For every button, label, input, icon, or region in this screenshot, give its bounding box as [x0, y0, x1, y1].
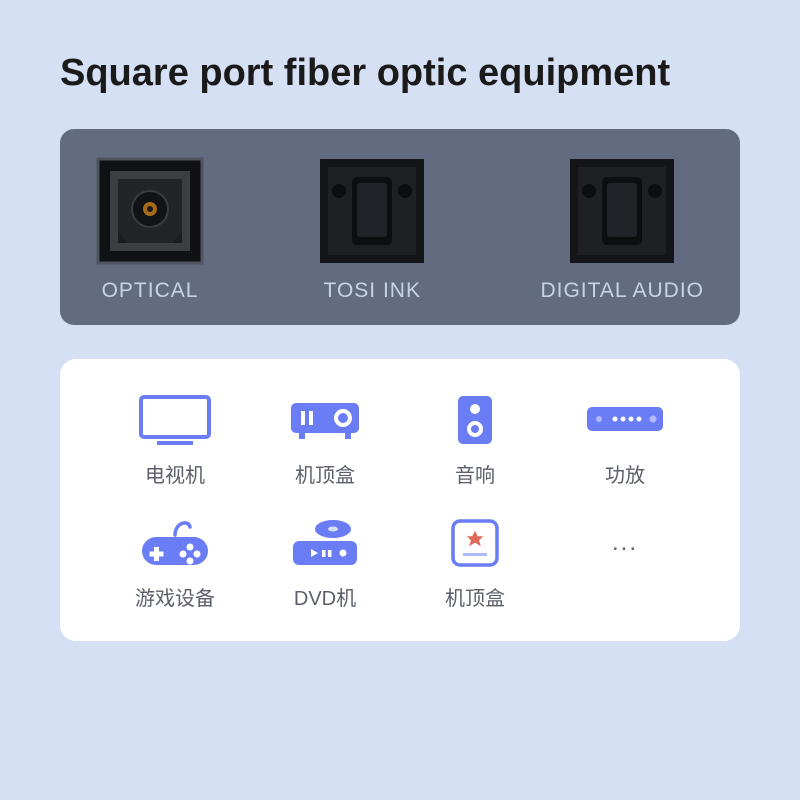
optical-port-icon: [96, 157, 204, 265]
device-cell: DVD机: [250, 518, 400, 611]
port-item: DIGITAL AUDIO: [540, 157, 704, 303]
device-label: 功放: [605, 459, 645, 488]
more-icon: ...: [612, 518, 638, 568]
port-item: TOSI INK: [318, 157, 426, 303]
device-label: DVD机: [294, 582, 356, 611]
port-item: OPTICAL: [96, 157, 204, 303]
devices-panel: 电视机 机顶盒: [60, 359, 740, 641]
ports-panel: OPTICAL TOSI INK: [60, 129, 740, 325]
device-label: 机顶盒: [445, 582, 505, 611]
device-cell: 机顶盒: [250, 395, 400, 488]
page-title: Square port fiber optic equipment: [60, 52, 740, 95]
device-cell: 音响: [400, 395, 550, 488]
amplifier-icon: [585, 395, 665, 445]
port-label: TOSI INK: [324, 279, 421, 303]
device-row: 游戏设备 DVD机: [100, 518, 700, 611]
device-label: 音响: [455, 459, 495, 488]
projector-icon: [289, 395, 361, 445]
device-cell: ...: [550, 518, 700, 611]
gamepad-icon: [140, 518, 210, 568]
device-cell: 电视机: [100, 395, 250, 488]
port-label: DIGITAL AUDIO: [540, 279, 704, 303]
device-label: 机顶盒: [295, 459, 355, 488]
settop-box-icon: [449, 518, 501, 568]
device-cell: 功放: [550, 395, 700, 488]
digital-audio-port-icon: [568, 157, 676, 265]
device-cell: 游戏设备: [100, 518, 250, 611]
dvd-icon: [289, 518, 361, 568]
device-label: 电视机: [145, 459, 205, 488]
device-label: 游戏设备: [135, 582, 215, 611]
speaker-icon: [456, 395, 494, 445]
toslink-port-icon: [318, 157, 426, 265]
port-label: OPTICAL: [102, 279, 199, 303]
device-row: 电视机 机顶盒: [100, 395, 700, 488]
tv-icon: [139, 395, 211, 445]
device-cell: 机顶盒: [400, 518, 550, 611]
